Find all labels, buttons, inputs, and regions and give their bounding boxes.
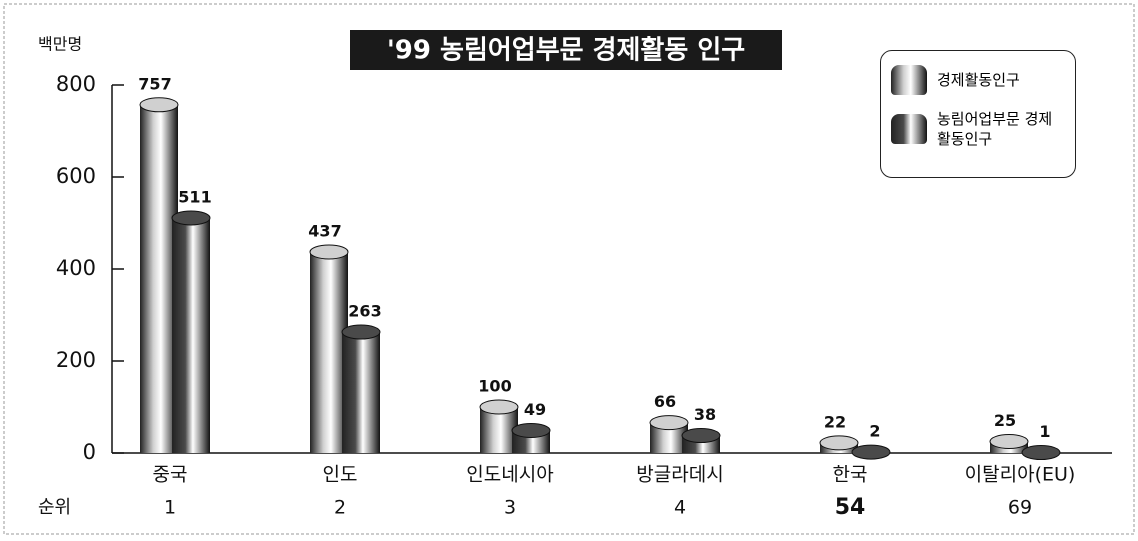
value-label: 49 [524, 400, 546, 419]
y-unit: 백만명 [38, 35, 82, 54]
x-tick-label: 이탈리아(EU) [965, 464, 1076, 486]
rank: 4 [674, 497, 686, 519]
value-label: 263 [348, 302, 381, 321]
legend-label: 농림어업부문 경제활동인구 [937, 110, 1053, 148]
y-tick-label: 600 [56, 164, 96, 188]
value-label: 25 [994, 411, 1016, 430]
y-tick-label: 200 [56, 348, 96, 372]
value-label: 2 [869, 422, 880, 441]
value-label: 38 [694, 405, 716, 424]
rank: 69 [1008, 497, 1032, 519]
legend-item: 농림어업부문 경제활동인구 [891, 109, 1065, 149]
value-label: 511 [178, 187, 211, 206]
x-tick-label: 인도 [323, 464, 358, 486]
bar [310, 251, 348, 453]
rank: 2 [334, 497, 346, 519]
bar-cap [341, 324, 381, 340]
value-label: 22 [824, 412, 846, 431]
legend-item: 경제활동인구 [891, 65, 1065, 95]
rank-label: 순위 [38, 497, 71, 518]
legend-label: 경제활동인구 [937, 71, 1020, 89]
bar-cap [309, 244, 349, 260]
legend-swatch [891, 114, 927, 144]
y-tick-label: 0 [83, 440, 96, 464]
bar-cap [479, 399, 519, 415]
bar-cap [511, 422, 551, 438]
bar [172, 217, 210, 453]
bar-cap [649, 415, 689, 431]
rank: 1 [164, 497, 176, 519]
x-tick-label: 중국 [153, 464, 188, 486]
bar-cap [139, 97, 179, 113]
bar-cap [681, 428, 721, 444]
bar [140, 104, 178, 453]
bar-cap [851, 444, 891, 460]
chart-title: '99 농림어업부문 경제활동 인구 [387, 36, 745, 66]
title-box [350, 30, 782, 70]
legend-swatch [891, 65, 927, 95]
value-label: 437 [308, 221, 341, 240]
bar-cap [1021, 445, 1061, 461]
bar-cap [171, 210, 211, 226]
value-label: 757 [138, 74, 171, 93]
rank: 54 [835, 495, 866, 520]
y-tick-label: 400 [56, 256, 96, 280]
value-label: 100 [478, 377, 511, 396]
rank: 3 [504, 497, 516, 519]
x-tick-label: 방글라데시 [636, 464, 723, 486]
x-tick-label: 한국 [833, 464, 868, 486]
bar-cap [989, 434, 1029, 449]
bar [342, 332, 380, 453]
x-tick-label: 인도네시아 [466, 464, 553, 486]
frame [3, 3, 1135, 535]
bar-cap [819, 435, 859, 451]
value-label: 1 [1039, 422, 1050, 441]
y-tick-label: 800 [56, 72, 96, 96]
value-label: 66 [654, 392, 676, 411]
